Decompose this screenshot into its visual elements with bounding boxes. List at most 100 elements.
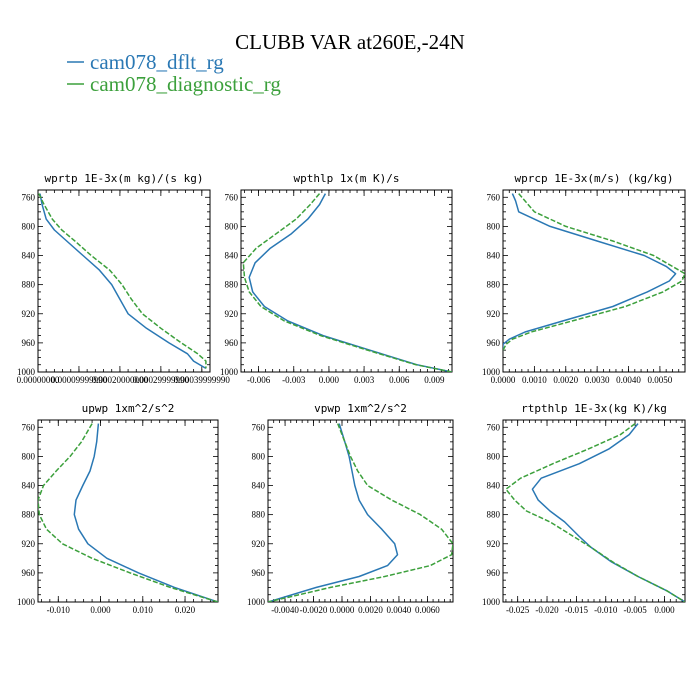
x-tick-label: 0.000 [90, 605, 111, 615]
panel-title: rtpthlp 1E-3x(kg K)/kg [521, 402, 667, 415]
chart-panel-5: vpwp 1xm^2/s^2 760 800 840 880 920 960 1000 -0.0… [247, 402, 454, 615]
y-tick-label: 1000 [482, 367, 501, 377]
x-tick-label: -0.010 [594, 605, 618, 615]
y-tick-label: 840 [22, 481, 36, 491]
y-tick-label: 1000 [17, 597, 36, 607]
x-tick-label: 0.0010 [522, 375, 547, 385]
y-tick-label: 920 [487, 539, 501, 549]
y-tick-label: 840 [225, 251, 239, 261]
panel-title: wprcp 1E-3x(m/s) (kg/kg) [515, 172, 674, 185]
y-tick-label: 760 [487, 192, 501, 202]
x-tick-label: 0.00020000000 [92, 375, 149, 385]
series-line-dflt [268, 423, 399, 602]
legend-label-dflt: cam078_dflt_rg [90, 50, 224, 74]
x-tick-label: -0.006 [247, 375, 271, 385]
y-tick-label: 760 [252, 422, 266, 432]
y-tick-label: 760 [225, 192, 239, 202]
series-line-diagnostic [38, 193, 207, 369]
x-tick-label: 0.00029999990 [133, 375, 190, 385]
y-tick-label: 800 [252, 451, 266, 461]
y-tick-label: 880 [22, 280, 36, 290]
y-tick-label: 960 [487, 338, 501, 348]
y-tick-label: 1000 [247, 597, 266, 607]
x-tick-label: 0.009 [424, 375, 445, 385]
series-line-dflt [503, 193, 677, 351]
y-tick-label: 800 [487, 221, 501, 231]
y-tick-label: 760 [487, 422, 501, 432]
x-tick-label: 0.0000 [491, 375, 516, 385]
plot-frame [502, 189, 686, 373]
y-tick-label: 920 [22, 309, 36, 319]
y-tick-label: 960 [252, 568, 266, 578]
y-tick-label: 920 [487, 309, 501, 319]
x-tick-label: -0.0020 [300, 605, 328, 615]
plot-frame [267, 419, 454, 603]
x-tick-label: 0.0000 [330, 605, 355, 615]
series-line-diagnostic [242, 193, 452, 372]
y-tick-label: 1000 [17, 367, 36, 377]
x-tick-label: 0.0020 [358, 605, 383, 615]
y-tick-label: 760 [22, 192, 36, 202]
figure-legend: cam078_dflt_rg cam078_diagnostic_rg [67, 50, 281, 96]
series-line-diagnostic [268, 423, 453, 602]
x-tick-label: 0.006 [389, 375, 410, 385]
panel-title: wprtp 1E-3x(m kg)/(s kg) [45, 172, 204, 185]
y-tick-label: 880 [252, 510, 266, 520]
x-tick-label: -0.005 [623, 605, 647, 615]
y-tick-label: 760 [22, 422, 36, 432]
x-tick-label: 0.0060 [415, 605, 440, 615]
plot-frame [502, 419, 686, 603]
figure-title: CLUBB VAR at260E,-24N [235, 30, 465, 54]
y-tick-label: 920 [22, 539, 36, 549]
plot-frame [37, 419, 219, 603]
y-tick-label: 840 [487, 481, 501, 491]
panel-title: upwp 1xm^2/s^2 [82, 402, 175, 415]
y-tick-label: 880 [22, 510, 36, 520]
chart-panel-6: rtpthlp 1E-3x(kg K)/kg 760 800 840 880 920 960… [482, 402, 686, 615]
y-tick-label: 880 [225, 280, 239, 290]
y-tick-label: 840 [487, 251, 501, 261]
series-line-dflt [531, 423, 685, 602]
y-tick-label: 800 [22, 451, 36, 461]
x-tick-label: -0.015 [565, 605, 589, 615]
legend-label-diagnostic: cam078_diagnostic_rg [90, 72, 281, 96]
y-tick-label: 880 [487, 510, 501, 520]
x-tick-label: -0.003 [282, 375, 306, 385]
y-tick-label: 960 [22, 338, 36, 348]
x-tick-label: -0.025 [506, 605, 530, 615]
x-tick-label: 0.00000000 [17, 375, 60, 385]
chart-panel-3: wprcp 1E-3x(m/s) (kg/kg) 760 800 840 880 920 9… [482, 172, 686, 385]
x-tick-label: 0.010 [133, 605, 154, 615]
plot-frame [240, 189, 453, 373]
x-tick-label: 0.0040 [387, 605, 412, 615]
x-tick-label: 0.020 [175, 605, 196, 615]
y-tick-label: 800 [22, 221, 36, 231]
y-tick-label: 960 [487, 568, 501, 578]
x-tick-label: 0.00009999990 [51, 375, 108, 385]
chart-panel-2: wpthlp 1x(m K)/s 760 800 840 880 920 960 1000 -0… [220, 172, 453, 385]
x-tick-label: -0.010 [47, 605, 71, 615]
y-tick-label: 840 [252, 481, 266, 491]
panel-title: vpwp 1xm^2/s^2 [314, 402, 407, 415]
x-tick-label: 0.000 [654, 605, 675, 615]
y-tick-label: 920 [225, 309, 239, 319]
x-tick-label: 0.0030 [585, 375, 610, 385]
y-tick-label: 1000 [220, 367, 239, 377]
x-tick-label: 0.0020 [553, 375, 578, 385]
plot-frame [37, 189, 211, 373]
x-tick-label: 0.0050 [648, 375, 673, 385]
y-tick-label: 960 [22, 568, 36, 578]
y-tick-label: 880 [487, 280, 501, 290]
chart-panel-1: wprtp 1E-3x(m kg)/(s kg) 760 800 840 880 920 9… [17, 172, 231, 385]
x-tick-label: 0.003 [354, 375, 375, 385]
x-tick-label: 0.000 [319, 375, 340, 385]
y-tick-label: 840 [22, 251, 36, 261]
x-tick-label: -0.0040 [271, 605, 299, 615]
y-tick-label: 1000 [482, 597, 501, 607]
y-tick-label: 960 [225, 338, 239, 348]
x-tick-label: 0.00039999990 [174, 375, 231, 385]
chart-panel-4: upwp 1xm^2/s^2 760 800 840 880 920 960 1000 -0.0… [17, 402, 219, 615]
y-tick-label: 800 [487, 451, 501, 461]
series-line-diagnostic [503, 193, 685, 351]
